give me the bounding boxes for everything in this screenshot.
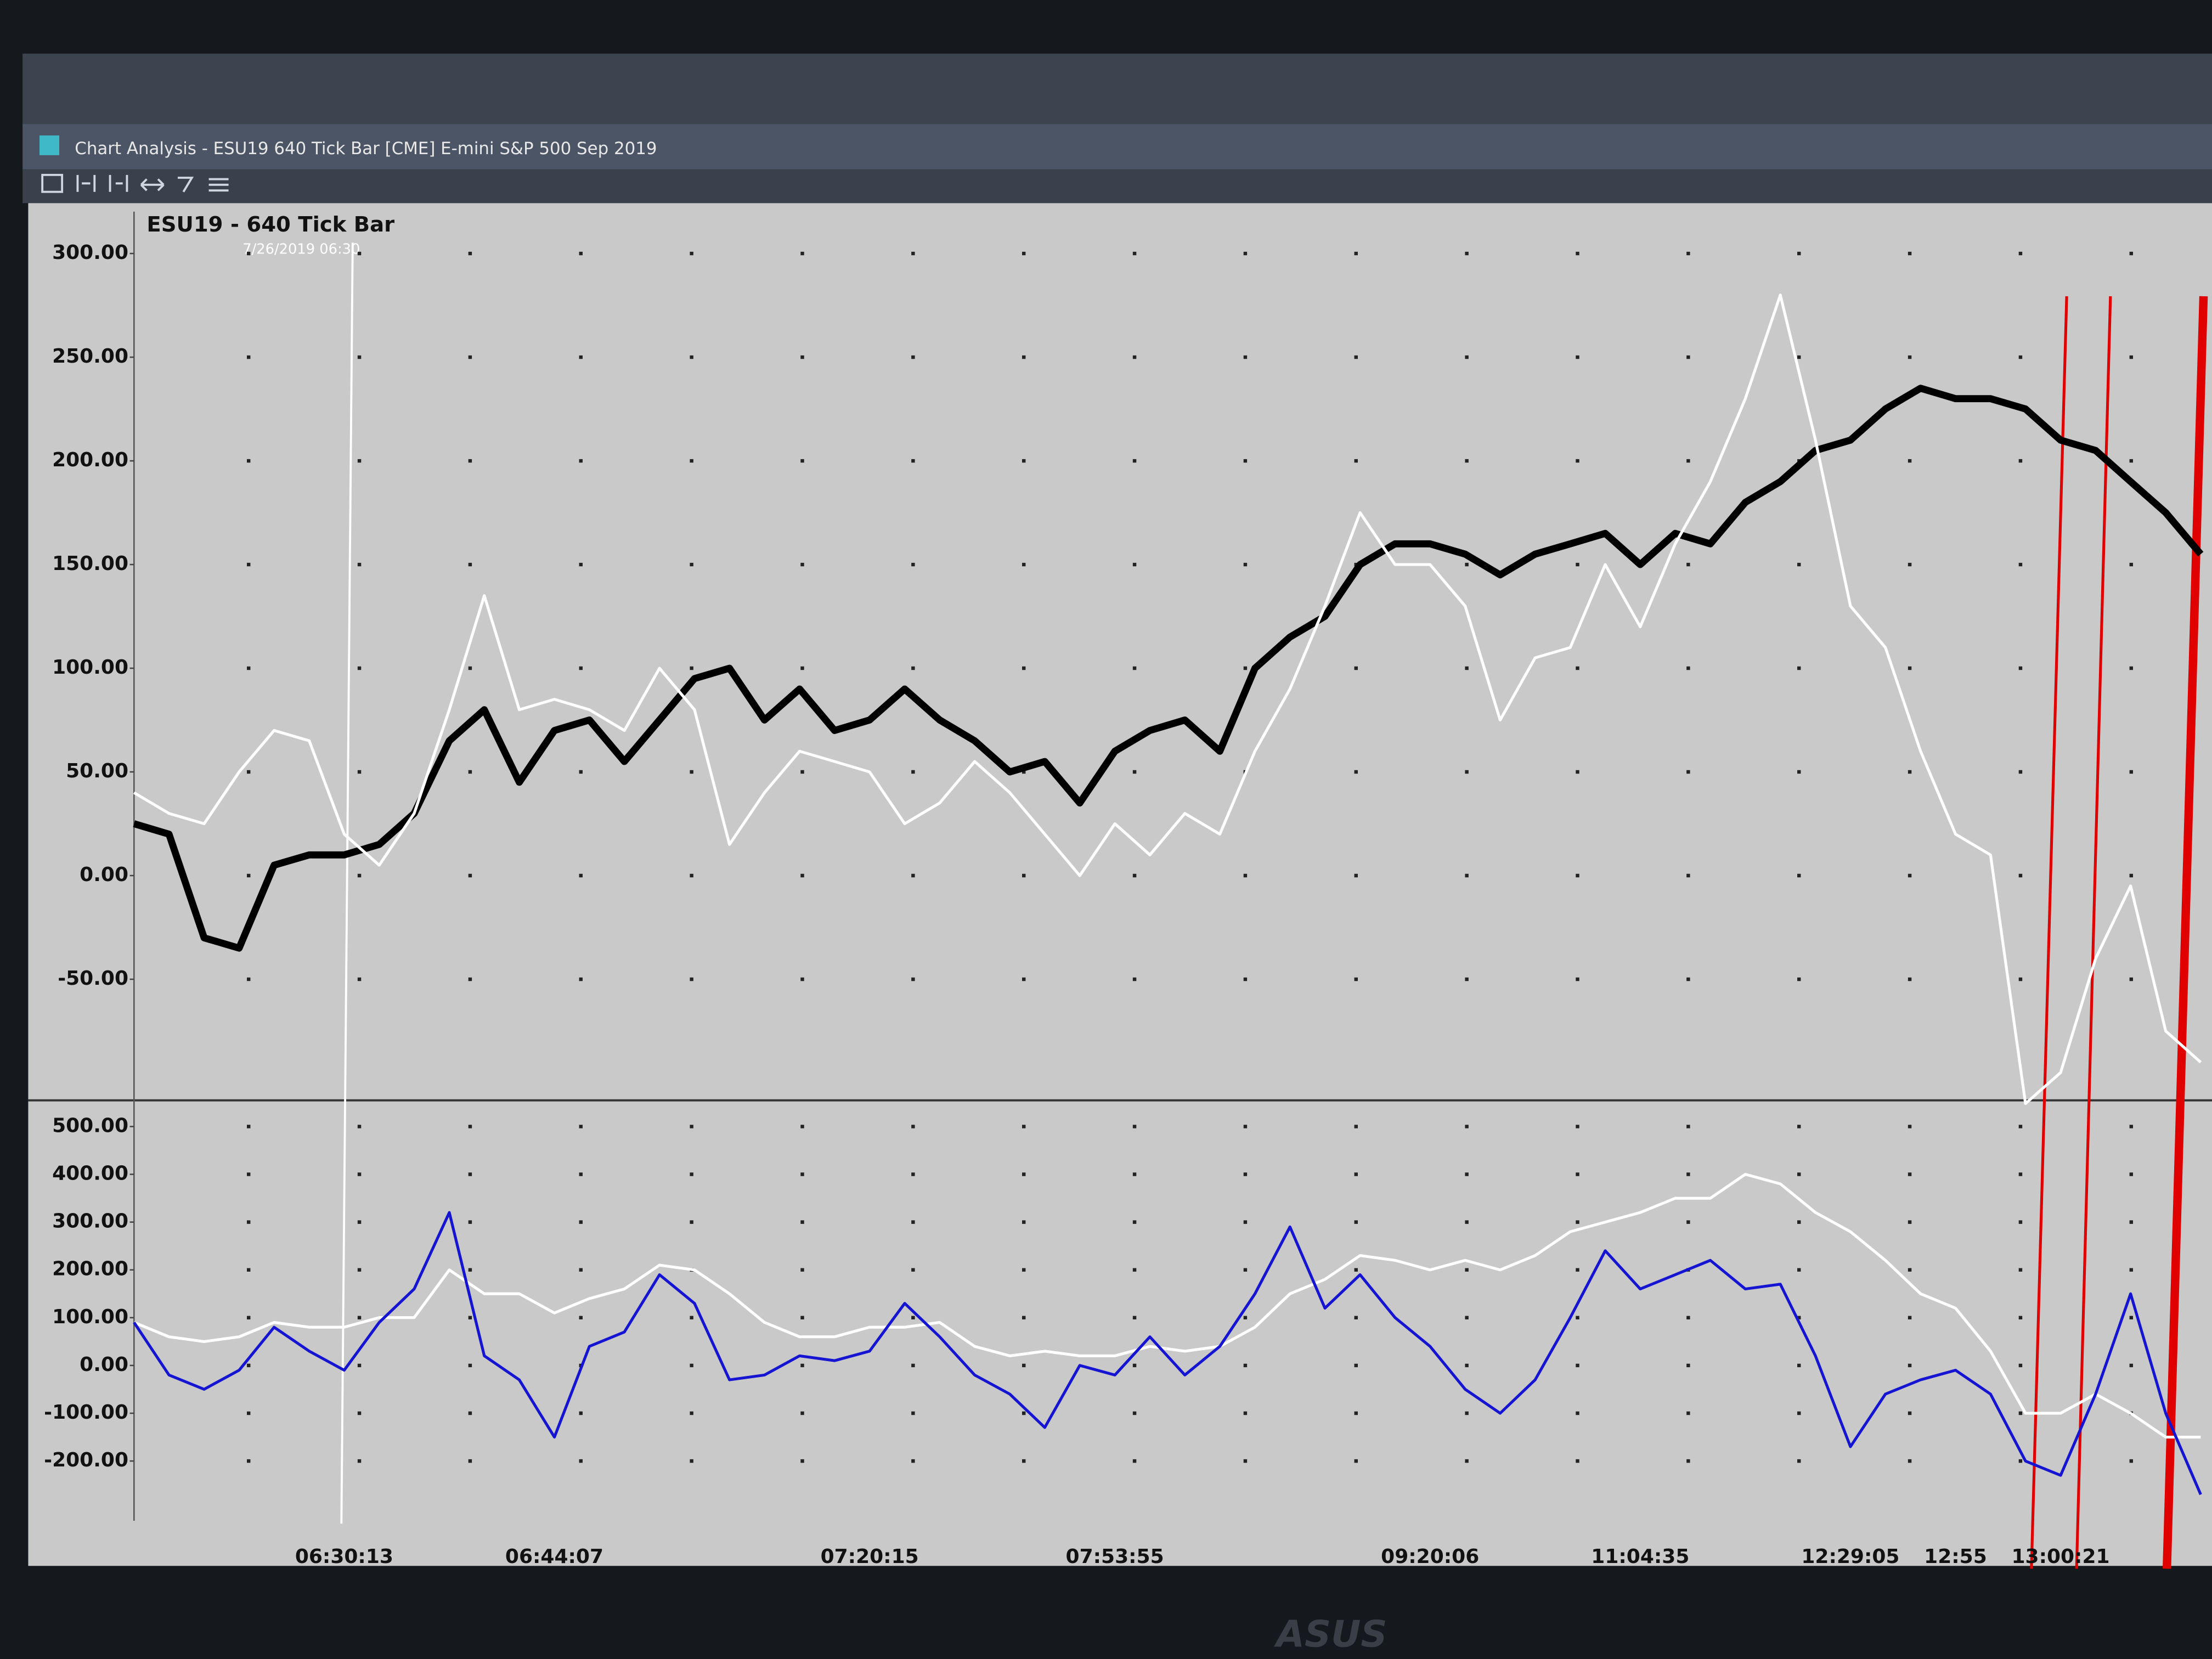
y-tick-label: 500.00	[52, 1114, 128, 1137]
y-tick-label: 100.00	[52, 656, 128, 679]
marker-line	[2030, 296, 2068, 1569]
y-tick-label: 150.00	[52, 552, 128, 575]
y-tick-label: 50.00	[66, 760, 128, 782]
cursor-line	[340, 242, 354, 1524]
window-title: Chart Analysis - ESU19 640 Tick Bar [CME…	[75, 139, 657, 159]
window-frame	[22, 53, 2212, 127]
series-line	[133, 1211, 2202, 1496]
tool-button[interactable]	[178, 177, 194, 193]
x-tick-label: 09:20:06	[1381, 1545, 1479, 1568]
series-line	[133, 1172, 2201, 1439]
x-tick-label: 06:30:13	[295, 1545, 393, 1568]
series-line	[133, 294, 2202, 1105]
x-tick-label: 06:44:07	[505, 1545, 603, 1568]
y-tick-label: -100.00	[44, 1401, 128, 1424]
tool-button[interactable]	[140, 178, 165, 191]
x-tick-label: 11:04:35	[1591, 1545, 1689, 1568]
tool-button[interactable]	[208, 178, 229, 192]
x-tick-label: 12:29:05	[1801, 1545, 1899, 1568]
toolbar	[22, 169, 2212, 204]
brand-logo: ASUS	[1273, 1612, 1387, 1655]
series-line	[133, 385, 2204, 952]
title-bar	[22, 124, 2212, 170]
chart-area	[28, 203, 2212, 1566]
y-tick-label: 100.00	[52, 1306, 128, 1328]
y-tick-label: 300.00	[52, 1210, 128, 1233]
toolbar-icons	[41, 173, 229, 193]
y-tick-label: 250.00	[52, 345, 128, 368]
marker-line	[2163, 296, 2208, 1569]
app-icon	[40, 135, 59, 155]
y-tick-label: 0.00	[80, 864, 128, 886]
y-tick-label: 400.00	[52, 1163, 128, 1185]
y-tick-label: 300.00	[52, 241, 128, 264]
y-tick-label: 200.00	[52, 449, 128, 471]
y-tick-label: -50.00	[58, 967, 128, 990]
tool-button[interactable]	[76, 174, 96, 192]
tool-button[interactable]	[41, 173, 64, 193]
y-tick-label: 200.00	[52, 1258, 128, 1280]
marker-lines	[2030, 296, 2208, 1569]
y-tick-label: -200.00	[44, 1449, 128, 1471]
annotation: 7/26/2019 06:30	[242, 241, 360, 258]
marker-line	[2075, 296, 2112, 1569]
x-tick-label: 07:20:15	[821, 1545, 919, 1568]
x-tick-label: 13:00:21	[2011, 1545, 2109, 1568]
x-tick-label: 07:53:55	[1066, 1545, 1164, 1568]
tool-button[interactable]	[109, 174, 128, 192]
x-tick-label: 12:55	[1924, 1545, 1987, 1568]
chart-title: ESU19 - 640 Tick Bar	[146, 212, 394, 237]
y-tick-label: 0.00	[80, 1353, 128, 1376]
